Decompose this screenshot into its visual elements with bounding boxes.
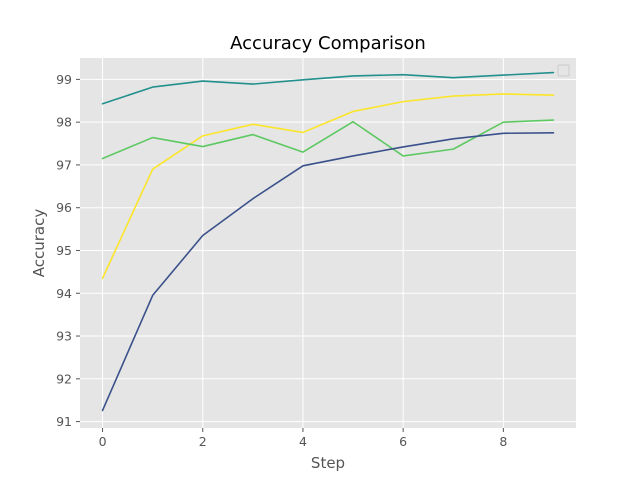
series-line-4 xyxy=(101,132,555,412)
x-tick-label: 6 xyxy=(399,434,407,449)
series-line-1 xyxy=(101,71,555,105)
series-group xyxy=(101,71,555,412)
y-tick-label: 95 xyxy=(56,243,72,258)
chart-title: Accuracy Comparison xyxy=(230,33,426,54)
series-line-2 xyxy=(101,93,555,280)
y-tick-label: 98 xyxy=(56,115,72,130)
x-axis-label: Step xyxy=(311,454,345,472)
y-tick-label: 96 xyxy=(56,200,72,215)
y-tick-label: 99 xyxy=(56,72,72,87)
y-tick-label: 94 xyxy=(56,286,72,301)
x-tick-label: 0 xyxy=(99,434,107,449)
legend-box xyxy=(557,64,570,77)
y-tick-label: 93 xyxy=(56,329,72,344)
y-tick-label: 92 xyxy=(56,371,72,386)
x-axis-ticks: 0 2 4 6 8 xyxy=(99,428,507,449)
y-tick-label: 97 xyxy=(56,157,72,172)
plot-area xyxy=(80,58,576,428)
y-tick-label: 91 xyxy=(56,414,72,429)
x-tick-label: 8 xyxy=(499,434,507,449)
y-axis-ticks: 91 92 93 94 95 96 97 98 99 xyxy=(56,72,80,429)
y-axis-label: Accuracy xyxy=(30,209,48,278)
x-tick-label: 4 xyxy=(299,434,307,449)
x-tick-label: 2 xyxy=(199,434,207,449)
